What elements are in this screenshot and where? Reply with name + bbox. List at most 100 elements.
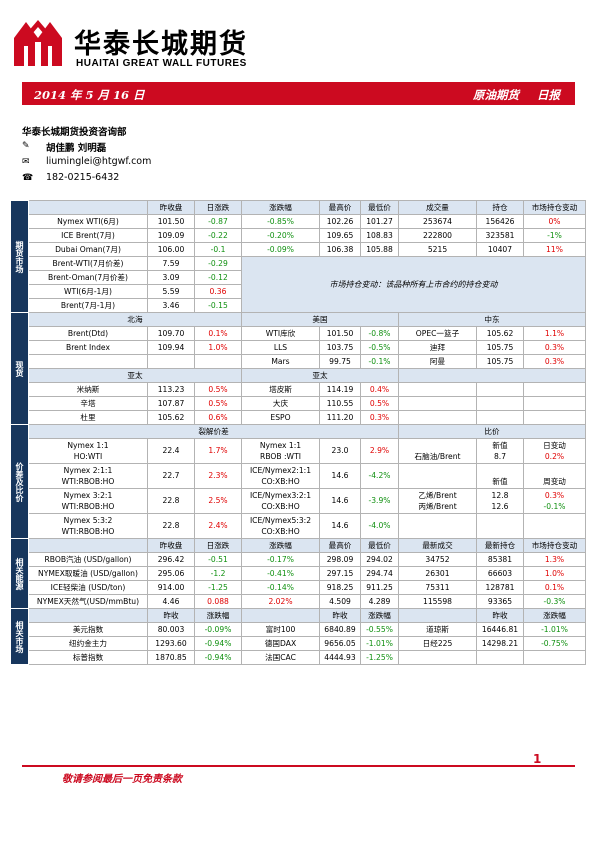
cell: 11%: [523, 242, 586, 257]
table-row: WTI(6月-1月) 5.59 0.36: [11, 284, 586, 299]
crack-label: Nymex 2:1:1 WTI:RBOB:HO: [28, 463, 148, 489]
cell: 3.46: [147, 298, 195, 313]
crack-label: ICE/Nymex2:1:1 CO:XB:HO: [241, 463, 320, 489]
col-header: 市场持仓变动: [523, 200, 586, 215]
report-type: 日报: [537, 88, 560, 102]
ratio-cell: 日变动 0.2%: [523, 438, 586, 464]
cell: 103.75: [319, 340, 361, 355]
cell: 14298.21: [476, 636, 524, 651]
crack-label: Nymex 5:3:2 WTI:RBOB:HO: [28, 513, 148, 539]
cell: -0.09%: [194, 622, 242, 637]
table-row: Nymex 1:1 HO:WTI 22.4 1.7% Nymex 1:1 RBOB …: [11, 438, 586, 464]
section-spot-label: 现货: [10, 312, 29, 425]
ratio-cell: 石脑油/Brent: [398, 438, 477, 464]
report-title: 原油期货: [473, 88, 519, 102]
cell: 4444.93: [319, 650, 361, 665]
cell: 106.38: [319, 242, 361, 257]
col-header: 日涨跌: [194, 538, 242, 553]
cell: 66603: [476, 566, 524, 581]
section-spread-label: 价差及比价: [10, 424, 29, 539]
table-row: 美元指数 80.003 -0.09% 富时100 6840.89 -0.55% …: [11, 622, 586, 637]
cell: 4.509: [319, 594, 361, 609]
cell: 156426: [476, 214, 524, 229]
row-label: 纽约金主力: [28, 636, 148, 651]
cell: 298.09: [319, 552, 361, 567]
crack-label: Nymex 1:1 HO:WTI: [28, 438, 148, 464]
cell: 115598: [398, 594, 477, 609]
col-header: 最新成交: [398, 538, 477, 553]
cell: -1.25%: [360, 650, 399, 665]
spot-region-row: 现货 北海 美国 中东: [10, 312, 586, 425]
author-email[interactable]: liuminglei@htgwf.com: [46, 156, 152, 167]
markets-header-row: 相关市场 昨收 涨跌幅 昨收 涨跌幅 昨收 涨跌幅: [10, 608, 586, 665]
author-names: 胡佳鹏 刘明磊: [46, 143, 107, 154]
table-row: 杜里 105.62 0.6% ESPO 111.20 0.3%: [11, 410, 586, 425]
cell: -0.09%: [241, 242, 320, 257]
row-label: Brent-WTI(7月价差): [28, 256, 148, 271]
cell: -0.22: [194, 228, 242, 243]
cell: -4.0%: [360, 513, 399, 539]
cell: 85381: [476, 552, 524, 567]
position-change-note: 市场持仓变动：该品种所有上市合约的持仓变动: [241, 256, 586, 313]
cell: 0.36: [194, 284, 242, 299]
spot-region-row: 亚太 亚太: [11, 368, 586, 383]
ratio-cell: 周变动: [523, 463, 586, 489]
cell: 102.26: [319, 214, 361, 229]
cell: -1%: [523, 228, 586, 243]
row-label: Brent(7月-1月): [28, 298, 148, 313]
crack-spread-header: 裂解价差: [28, 424, 399, 439]
col-header: 成交量: [398, 200, 477, 215]
row-label: 标普指数: [28, 650, 148, 665]
cell: 1.0%: [523, 566, 586, 581]
cell: 0.6%: [194, 410, 242, 425]
col-header: 最低价: [360, 538, 399, 553]
cell: -0.85%: [241, 214, 320, 229]
cell: 0.4%: [360, 382, 399, 397]
table-row: Nymex 3:2:1 WTI:RBOB:HO 22.8 2.5% ICE/Nym…: [11, 488, 586, 514]
row-label: 阿曼: [398, 354, 477, 369]
cell: 105.62: [476, 326, 524, 341]
col-header: 日涨跌: [194, 200, 242, 215]
cell: -0.8%: [360, 326, 399, 341]
cell: 105.75: [476, 354, 524, 369]
cell: 918.25: [319, 580, 361, 595]
cell: -0.41%: [241, 566, 320, 581]
cell: 2.9%: [360, 438, 399, 464]
row-label: 法国CAC: [241, 650, 320, 665]
col-header: 持仓: [476, 200, 524, 215]
col-header: 最新持仓: [476, 538, 524, 553]
cell: -0.75%: [523, 636, 586, 651]
table-row: ICE轻柴油 (USD/ton) 914.00 -1.25 -0.14% 918…: [11, 580, 586, 595]
row-label: ICE轻柴油 (USD/ton): [28, 580, 148, 595]
company-name-en: HUAITAI GREAT WALL FUTURES: [76, 58, 247, 69]
cell: 0.5%: [360, 396, 399, 411]
cell: 22.4: [147, 438, 195, 464]
row-label: ICE Brent(7月): [28, 228, 148, 243]
table-row: Brent(Dtd) 109.70 0.1% WTI库欣 101.50 -0.8…: [11, 326, 586, 341]
col-header: 涨跌幅: [194, 608, 242, 623]
cell: 6840.89: [319, 622, 361, 637]
cell: 114.19: [319, 382, 361, 397]
cell: 14.6: [319, 488, 361, 514]
cell: -1.25: [194, 580, 242, 595]
col-header: 涨跌幅: [241, 538, 320, 553]
table-row: NYMEX天然气(USD/mmBtu) 4.46 0.088 2.02% 4.5…: [11, 594, 586, 609]
cell: -4.2%: [360, 463, 399, 489]
region-header: 亚太: [28, 368, 242, 383]
cell: 2.5%: [194, 488, 242, 514]
cell: -0.5%: [360, 340, 399, 355]
row-label: Mars: [241, 354, 320, 369]
company-logo: 华泰长城期货 HUAITAI GREAT WALL FUTURES: [14, 12, 584, 72]
cell: -1.01%: [523, 622, 586, 637]
row-label: WTI(6月-1月): [28, 284, 148, 299]
cell: 109.09: [147, 228, 195, 243]
col-header: 涨跌幅: [523, 608, 586, 623]
cell: 22.8: [147, 513, 195, 539]
region-header: 亚太: [241, 368, 399, 383]
row-label: 道琼斯: [398, 622, 477, 637]
cell: -0.87: [194, 214, 242, 229]
ratio-cell: 0.3% -0.1%: [523, 488, 586, 514]
row-label: 迪拜: [398, 340, 477, 355]
cell: 128781: [476, 580, 524, 595]
ratio-cell: 12.8 12.6: [476, 488, 524, 514]
